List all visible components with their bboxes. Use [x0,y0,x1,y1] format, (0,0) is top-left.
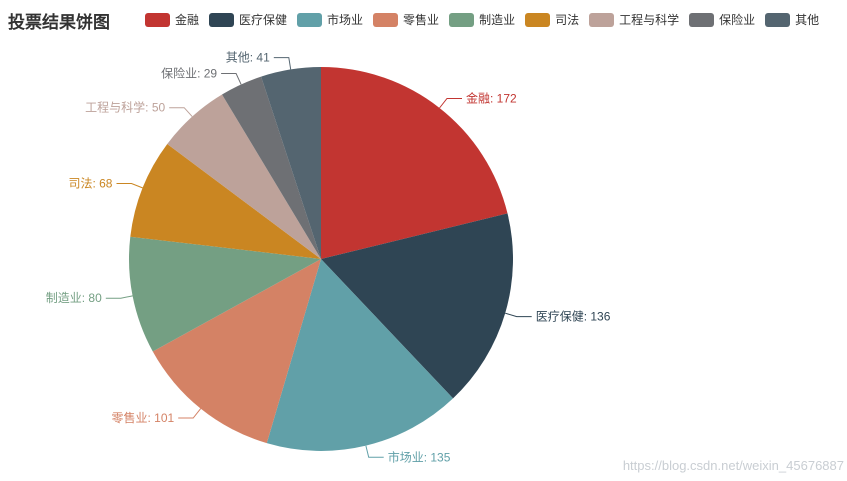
label-line [178,408,202,419]
legend-swatch [449,12,475,27]
legend-swatch [765,12,791,27]
pie-slice-4[interactable] [128,236,321,352]
legend-swatch [373,12,399,27]
slice-label: 医疗保健: 136 [536,310,611,324]
chart-title: 投票结果饼图 [8,13,110,32]
slice-label: 零售业: 101 [111,410,174,425]
legend-item-5[interactable]: 司法 [525,11,579,28]
label-line [221,73,242,85]
pie-slice-3[interactable] [152,259,321,444]
label-line [273,57,292,70]
slice-label: 保险业: 29 [161,66,217,81]
legend-item-0[interactable]: 金融 [145,11,199,28]
legend-label: 医疗保健 [239,13,288,27]
legend-item-1[interactable]: 医疗保健 [209,11,287,28]
legend-label: 司法 [555,13,580,27]
legend-item-8[interactable]: 其他 [765,11,819,28]
slice-label: 市场业: 135 [388,449,451,464]
legend-item-3[interactable]: 零售业 [373,11,439,28]
watermark: https://blog.csdn.net/weixin_45676887 [622,458,844,473]
legend-label: 零售业 [403,13,440,27]
slice-label: 工程与科学: 50 [85,100,165,115]
legend-swatch [209,12,235,27]
label-line [365,445,384,458]
legend-item-4[interactable]: 制造业 [449,11,515,28]
legend-label: 其他 [795,13,820,27]
pie-slice-8[interactable] [261,66,321,259]
slice-label: 制造业: 80 [46,291,102,305]
legend-item-2[interactable]: 市场业 [297,11,363,28]
legend-swatch [689,12,715,27]
pie-slice-2[interactable] [266,259,454,451]
legend-swatch [297,12,323,27]
legend-label: 工程与科学 [619,13,680,27]
label-line [105,295,133,299]
pie-slice-0[interactable] [321,67,508,259]
label-line [439,98,462,109]
legend-swatch [525,12,551,27]
legend: 金融 医疗保健 市场业 零售业 制造业 司法 工程与科学 保险业 其他 [145,11,819,28]
legend-label: 市场业 [327,13,364,27]
slice-label: 其他: 41 [226,51,270,65]
label-line [169,107,193,117]
label-line [116,183,143,189]
legend-label: 保险业 [719,13,756,27]
legend-item-6[interactable]: 工程与科学 [589,11,679,28]
legend-item-7[interactable]: 保险业 [689,11,755,28]
label-line [505,312,532,318]
legend-label: 制造业 [479,13,516,27]
pie-slice-7[interactable] [222,76,321,259]
pie-slice-5[interactable] [130,143,321,259]
slice-label: 金融: 172 [466,91,517,106]
pie-slice-6[interactable] [167,94,321,259]
legend-label: 金融 [175,13,200,27]
legend-swatch [589,12,615,27]
slice-label: 司法: 68 [68,177,112,191]
legend-swatch [145,12,170,27]
pie-slice-1[interactable] [321,213,513,399]
